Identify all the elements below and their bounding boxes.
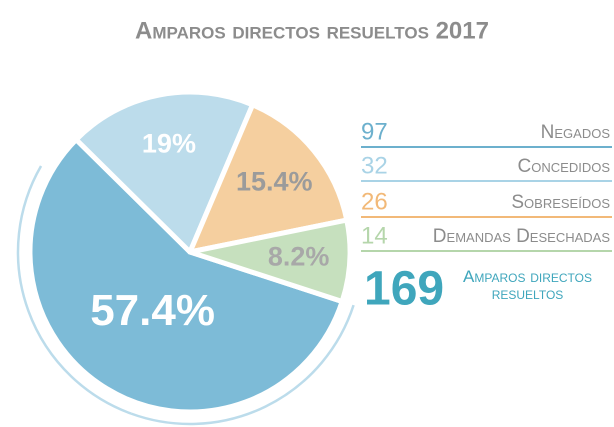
slice-label: 57.4% xyxy=(90,286,215,335)
slice-label: 15.4% xyxy=(236,166,313,196)
legend-count: 32 xyxy=(361,152,388,179)
slice-label: 8.2% xyxy=(268,241,330,271)
pie-slice xyxy=(187,102,350,255)
outer-arc xyxy=(130,304,355,426)
total-value: 169 xyxy=(364,263,444,316)
legend-label: Demandas Desechadas xyxy=(433,226,611,247)
legend-count: 97 xyxy=(361,118,388,145)
legend-label: Concedidos xyxy=(518,156,611,177)
pie-slice xyxy=(73,89,256,255)
total-label: Amparos directos resueltos xyxy=(463,267,592,303)
pie-slice xyxy=(187,217,353,304)
pie-slice xyxy=(27,137,345,415)
chart-title: Amparos directos resueltos 2017 xyxy=(135,17,489,44)
slice-label: 19% xyxy=(142,128,196,158)
legend-label: Sobreseídos xyxy=(511,192,610,213)
legend-label: Negados xyxy=(541,122,611,143)
legend-count: 14 xyxy=(361,222,388,249)
legend-count: 26 xyxy=(361,188,388,215)
outer-arc xyxy=(16,165,132,415)
